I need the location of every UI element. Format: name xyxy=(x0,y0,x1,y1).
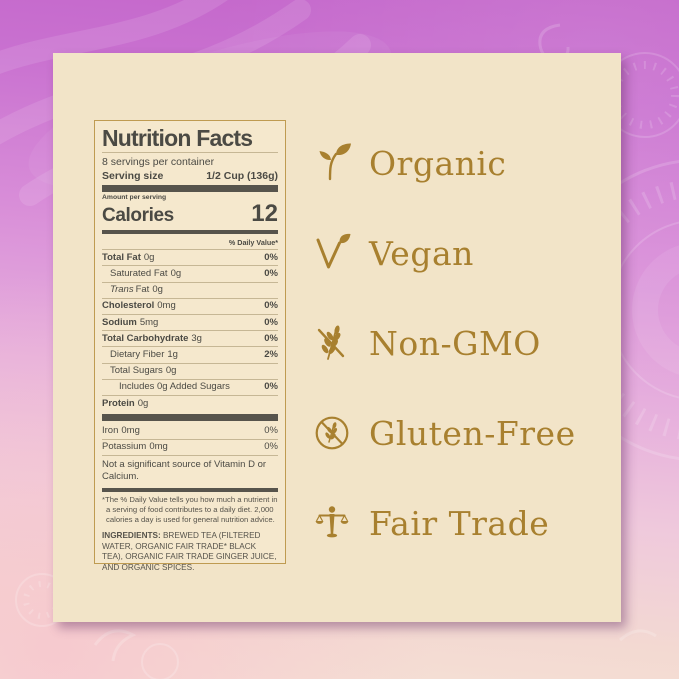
feature-list: Organic Vegan xyxy=(310,135,576,585)
nutrient-amount: 5mg xyxy=(139,316,159,328)
nutrient-name: Fat xyxy=(135,284,150,296)
feature-label: Gluten-Free xyxy=(369,413,576,453)
serving-size-label: Serving size xyxy=(102,170,164,183)
nutrient-name: Dietary Fiber xyxy=(110,349,165,361)
calories-row: Calories 12 xyxy=(102,200,278,228)
nutrient-amount: 0g xyxy=(143,251,155,263)
thick-divider xyxy=(102,185,278,193)
medium-divider xyxy=(102,230,278,235)
servings-per-container: 8 servings per container xyxy=(102,156,215,169)
daily-value: 0% xyxy=(264,300,278,312)
feature-label: Organic xyxy=(369,143,507,183)
nutrient-amount: 0mg xyxy=(157,300,176,312)
calories-value: 12 xyxy=(251,200,278,228)
daily-value: 0% xyxy=(264,381,278,393)
table-row: Includes 0g Added Sugars 0% xyxy=(102,378,278,395)
table-row: Potassium 0mg 0% xyxy=(102,438,278,455)
scales-icon xyxy=(310,501,354,545)
table-row: Dietary Fiber 1g 2% xyxy=(102,346,278,362)
nutrition-facts-title: Nutrition Facts xyxy=(102,126,278,154)
nutrient-amount: 0g xyxy=(137,397,149,409)
nutrient-amount: 1g xyxy=(167,349,178,361)
daily-value: 0% xyxy=(264,267,278,279)
feature-fair-trade: Fair Trade xyxy=(310,495,576,551)
daily-value: 0% xyxy=(264,424,278,436)
thick-divider xyxy=(102,414,278,422)
feature-label: Non-GMO xyxy=(369,323,541,363)
nutrient-amount: 3g xyxy=(191,332,202,344)
nutrient-name: Sodium xyxy=(102,316,137,328)
nutrient-name: Saturated Fat xyxy=(110,267,168,279)
feature-non-gmo: Non-GMO xyxy=(310,315,576,371)
ingredients-text: BREWED TEA (FILTERED WATER, ORGANIC FAIR… xyxy=(102,531,277,572)
nutrition-facts-label: Nutrition Facts 8 servings per container… xyxy=(94,120,286,572)
table-row: Total Sugars 0g xyxy=(102,362,278,379)
table-row: Total Carbohydrate 3g 0% xyxy=(102,330,278,346)
nutrient-name: Iron xyxy=(102,424,119,436)
nutrient-amount: 0g xyxy=(165,365,177,377)
feature-label: Vegan xyxy=(369,233,474,273)
serving-size-row: Serving size 1/2 Cup (136g) xyxy=(102,170,278,182)
nutrient-name: Potassium xyxy=(102,441,147,453)
feature-label: Fair Trade xyxy=(369,503,550,543)
feature-vegan: Vegan xyxy=(310,225,576,281)
not-significant-note: Not a significant source of Vitamin D or… xyxy=(102,454,278,486)
feature-gluten-free: Gluten-Free xyxy=(310,405,576,461)
nutrient-name: Protein xyxy=(102,397,135,409)
nutrient-name: Total Fat xyxy=(102,251,141,263)
gluten-free-icon xyxy=(310,411,354,455)
calories-label: Calories xyxy=(102,205,174,227)
nutrient-amount: 0mg xyxy=(149,441,168,453)
nutrient-name: Total Sugars xyxy=(110,365,163,377)
table-row: Protein 0g xyxy=(102,395,278,411)
footnote-text: *The % Daily Value tells you how much a … xyxy=(102,495,278,525)
ingredients-label: INGREDIENTS: xyxy=(102,531,161,541)
nutrient-amount: 0g xyxy=(170,267,182,279)
daily-value: 0% xyxy=(264,332,278,344)
nutrient-amount: 0mg xyxy=(121,424,140,436)
daily-value-footnote: *The % Daily Value tells you how much a … xyxy=(102,493,278,526)
daily-value: 0% xyxy=(264,251,278,263)
nutrient-amount: 0g xyxy=(152,284,163,296)
table-row: Iron 0mg 0% xyxy=(102,423,278,438)
nutrient-name-italic: Trans xyxy=(110,284,134,296)
table-row: Sodium 5mg 0% xyxy=(102,314,278,330)
amount-per-serving: Amount per serving xyxy=(102,194,167,202)
daily-value: 0% xyxy=(264,316,278,328)
daily-value: 2% xyxy=(264,349,278,361)
table-row: Cholesterol 0mg 0% xyxy=(102,297,278,314)
vegan-leaf-icon xyxy=(310,231,354,275)
nutrient-name: Includes 0g Added Sugars xyxy=(119,381,230,393)
nutrient-name: Cholesterol xyxy=(102,300,155,312)
daily-value: 0% xyxy=(264,441,278,453)
feature-organic: Organic xyxy=(310,135,576,191)
ingredients: INGREDIENTS: BREWED TEA (FILTERED WATER,… xyxy=(102,531,278,573)
sprout-icon xyxy=(310,141,354,185)
table-row: Saturated Fat 0g 0% xyxy=(102,265,278,281)
wheat-crossed-icon xyxy=(310,321,354,365)
table-row: Total Fat 0g 0% xyxy=(102,249,278,265)
nutrient-name: Total Carbohydrate xyxy=(102,332,189,344)
table-row: Trans Fat 0g xyxy=(102,281,278,298)
daily-value-header: % Daily Value* xyxy=(228,238,278,248)
serving-size-value: 1/2 Cup (136g) xyxy=(206,170,278,183)
medium-divider xyxy=(102,487,278,492)
